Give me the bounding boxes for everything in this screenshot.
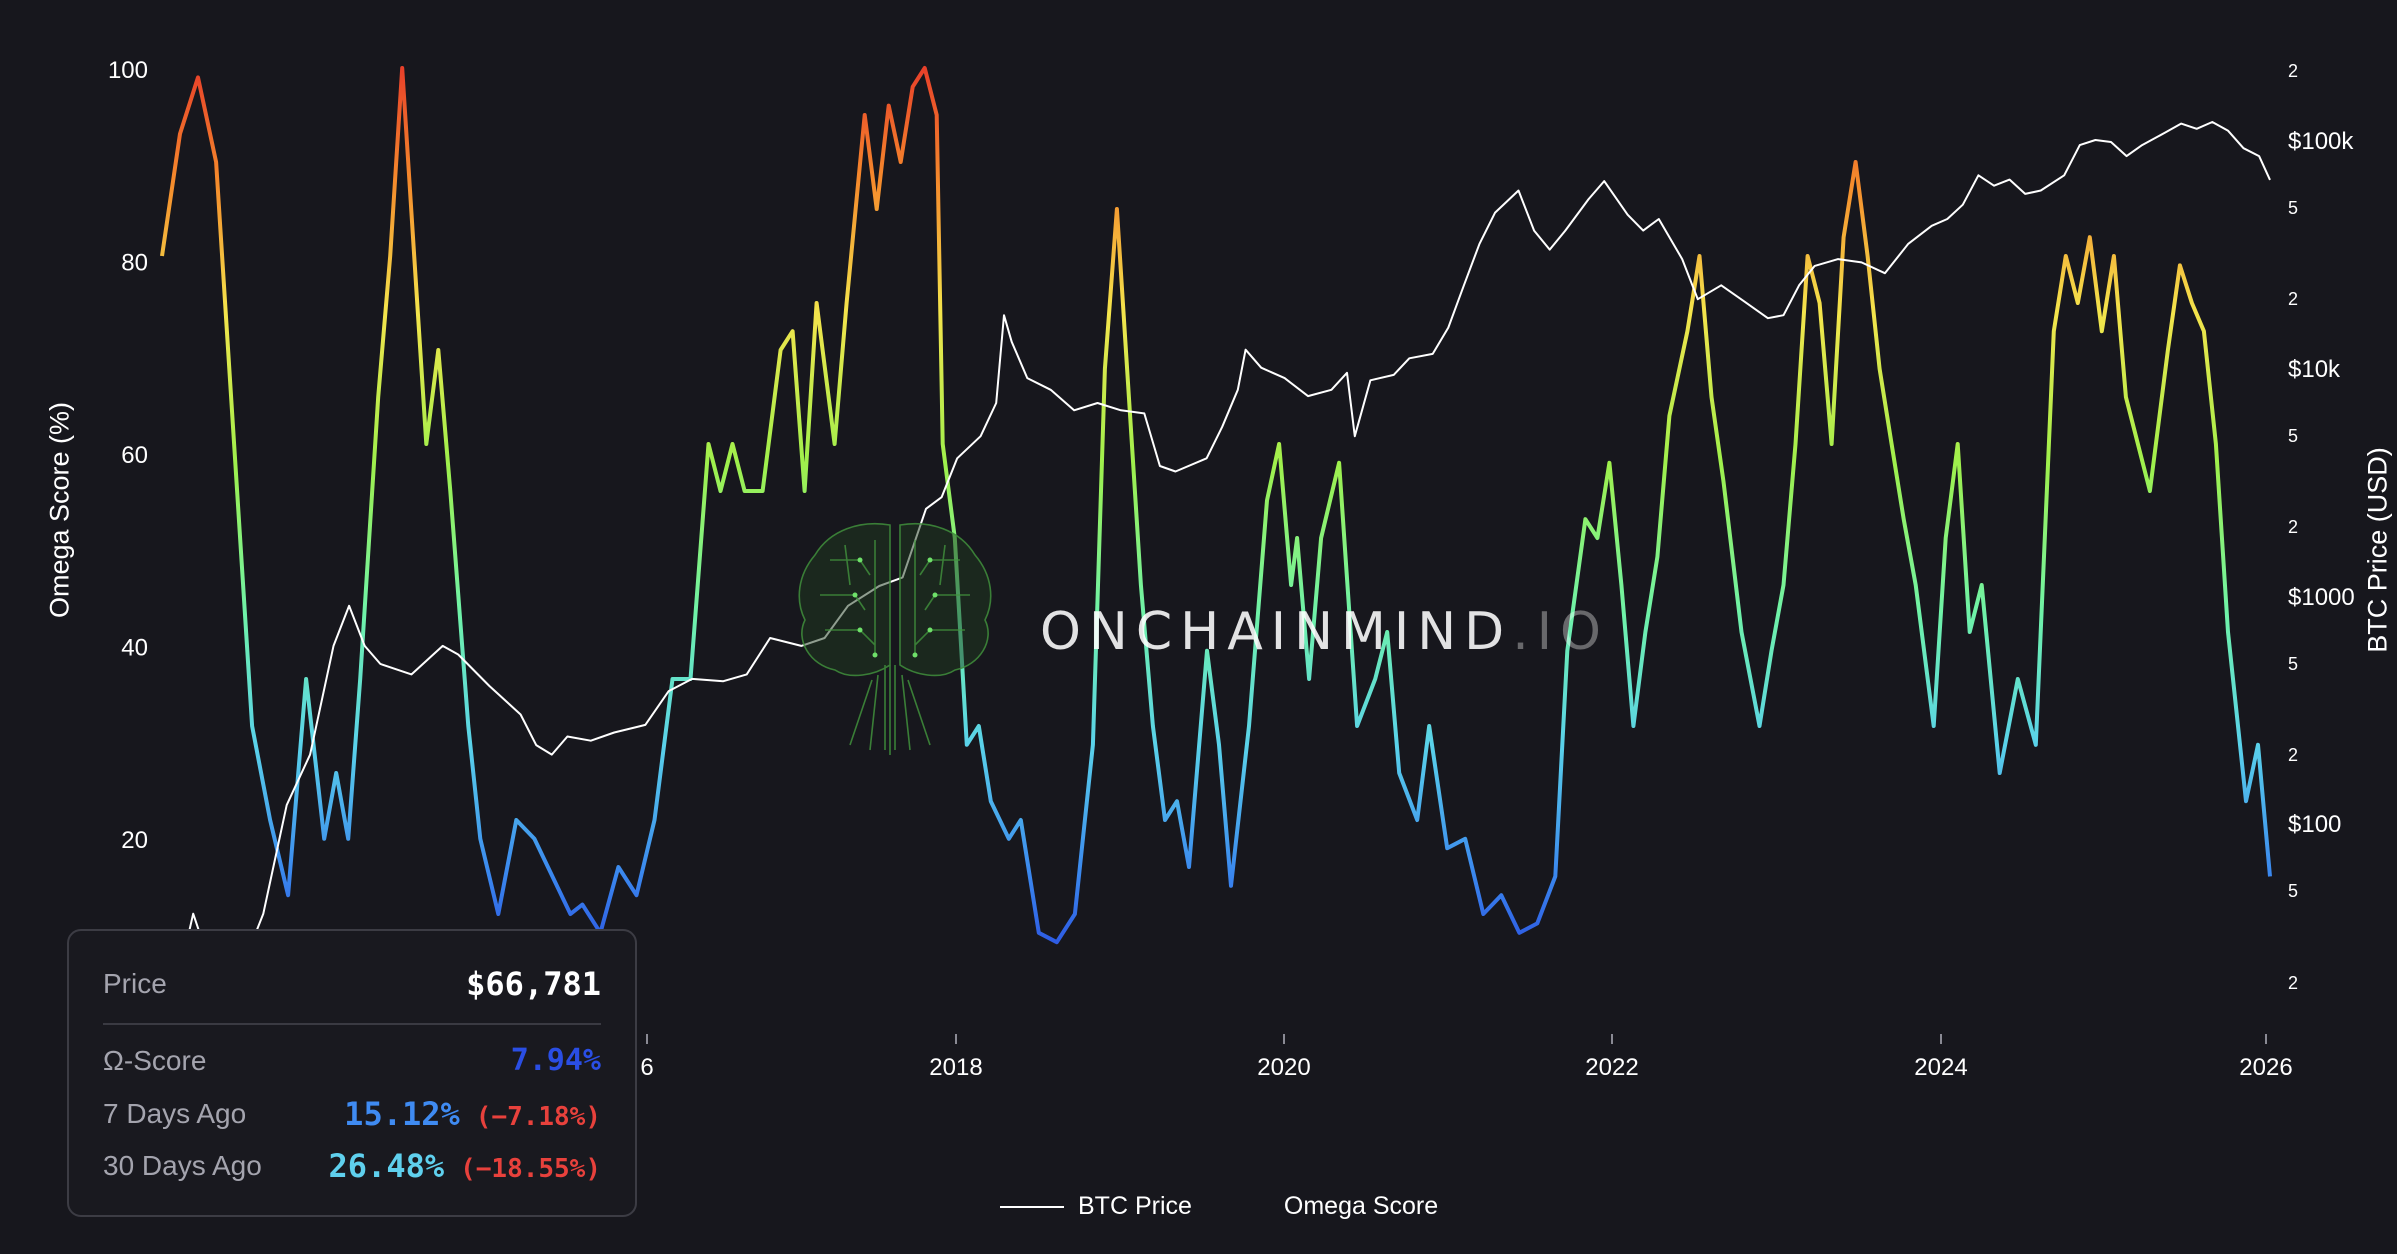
left-tick-label: 100 — [108, 57, 148, 84]
x-tick-label: 2026 — [2239, 1054, 2292, 1081]
left-tick-label: 60 — [121, 442, 148, 469]
tooltip-7d-label: 7 Days Ago — [103, 1098, 247, 1129]
tooltip-30d-change: (−18.55%) — [460, 1154, 601, 1184]
tooltip-divider — [103, 1023, 601, 1025]
x-tick-label: 2024 — [1914, 1054, 1967, 1081]
tooltip-omega-label: Ω-Score — [103, 1044, 207, 1076]
right-tick-label: 5 — [2288, 198, 2298, 218]
right-tick-label: $100k — [2288, 128, 2354, 155]
tooltip-price-value: $66,781 — [466, 965, 601, 1003]
tooltip-7d-row: 7 Days Ago 15.12% (−7.18%) — [103, 1095, 601, 1133]
tooltip-30d-row: 30 Days Ago 26.48% (−18.55%) — [103, 1147, 601, 1185]
series-btc-price — [161, 121, 2271, 1052]
tooltip-price-label: Price — [103, 968, 167, 999]
tooltip-omega-value: 7.94% — [510, 1043, 601, 1078]
left-axis-label: Omega Score (%) — [44, 401, 75, 619]
right-tick-label: 5 — [2288, 426, 2298, 446]
x-tick-label: 2022 — [1585, 1054, 1638, 1081]
watermark-main: ONCHAINMIND — [1040, 602, 1513, 662]
right-axis-ticks: 2 $100k 5 2 $10k 5 2 $1000 5 2 $100 5 2 — [2288, 61, 2355, 993]
left-axis-ticks: 100 80 60 40 20 — [108, 57, 148, 854]
legend-swatch-btc — [1000, 1205, 1064, 1208]
right-tick-label: $100 — [2288, 811, 2341, 838]
x-tick-label: 2018 — [929, 1054, 982, 1081]
left-tick-label: 80 — [121, 250, 148, 277]
series-layer — [160, 66, 2272, 1052]
right-tick-label: 2 — [2288, 973, 2298, 993]
tooltip-7d-value: 15.12% — [344, 1095, 460, 1133]
brain-logo-icon — [798, 523, 992, 755]
x-axis-ticks: 6 2018 2020 2022 2024 2026 — [640, 1034, 2293, 1081]
x-tick-label: 6 — [640, 1054, 653, 1081]
tooltip-omega-row: Ω-Score 7.94% — [103, 1043, 601, 1078]
watermark-suffix: .IO — [1512, 602, 1609, 662]
right-tick-label: 2 — [2288, 745, 2298, 765]
right-tick-label: 2 — [2288, 61, 2298, 81]
tooltip-7d-change: (−7.18%) — [475, 1102, 601, 1132]
watermark-text: ONCHAINMIND.IO — [1040, 602, 1609, 662]
right-tick-label: 5 — [2288, 881, 2298, 901]
right-axis-label: BTC Price (USD) — [2362, 447, 2393, 653]
right-tick-label: $10k — [2288, 356, 2341, 383]
right-tick-label: $1000 — [2288, 584, 2355, 611]
legend-item-btc-price[interactable]: BTC Price — [1000, 1192, 1192, 1221]
legend-item-omega-score[interactable]: Omega Score — [1284, 1192, 1438, 1221]
left-tick-label: 20 — [121, 827, 148, 854]
tooltip-30d-label: 30 Days Ago — [103, 1150, 262, 1181]
right-tick-label: 2 — [2288, 517, 2298, 537]
x-tick-label: 2020 — [1257, 1054, 1310, 1081]
series-omega-score — [160, 66, 2272, 945]
data-tooltip: Price $66,781 Ω-Score 7.94% 7 Days Ago 1… — [67, 929, 637, 1217]
left-tick-label: 40 — [121, 635, 148, 662]
legend: BTC Price Omega Score — [1000, 1192, 1438, 1221]
tooltip-price-row: Price $66,781 — [103, 965, 601, 1003]
right-tick-label: 2 — [2288, 289, 2298, 309]
legend-label-omega: Omega Score — [1283, 1192, 1439, 1220]
legend-label-btc: BTC Price — [1078, 1192, 1192, 1220]
right-tick-label: 5 — [2288, 654, 2298, 674]
tooltip-30d-value: 26.48% — [328, 1147, 445, 1185]
